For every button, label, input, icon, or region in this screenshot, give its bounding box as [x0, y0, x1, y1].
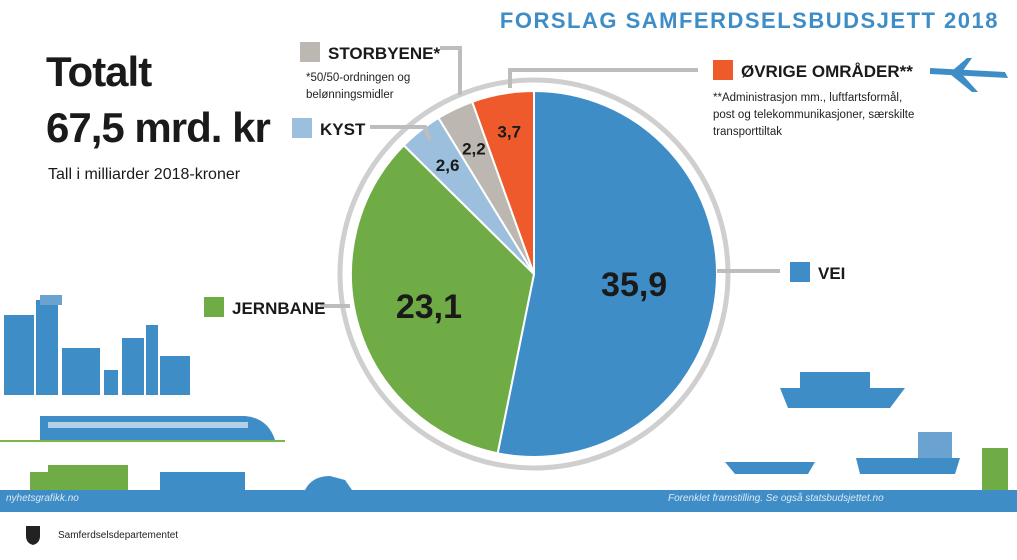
pie-value-label-3: 2,2 — [462, 140, 486, 159]
footer-source: nyhetsgrafikk.no — [6, 493, 79, 504]
legend-ovrige: ØVRIGE OMRÅDER** — [713, 60, 913, 82]
train-illustration — [40, 416, 275, 440]
total-value: 67,5 mrd. kr — [46, 104, 271, 151]
legend-swatch — [204, 297, 224, 317]
legend-swatch — [790, 262, 810, 282]
ovrige-note: **Administrasjon mm., luftfartsformål, p… — [713, 90, 914, 141]
airplane-icon — [930, 58, 1008, 92]
pie-slice-4 — [470, 89, 535, 275]
legend-label: STORBYENE* — [328, 44, 441, 63]
page-title: FORSLAG SAMFERDSELSBUDSJETT 2018 — [499, 8, 999, 33]
legend-label: KYST — [320, 120, 366, 139]
pie-slice-1 — [350, 143, 536, 455]
legend-swatch — [300, 42, 320, 62]
footer-disclaimer: Forenklet framstilling. Se også statsbud… — [668, 493, 884, 504]
ministry-name: Samferdselsdepartementet — [58, 530, 179, 541]
legend-swatch — [292, 118, 312, 138]
note-line: *50/50-ordningen og — [306, 72, 411, 84]
lion-icon — [26, 526, 40, 545]
vehicles-illustration — [30, 465, 352, 490]
legend-kyst: KYST — [292, 118, 365, 140]
ship-illustration — [725, 372, 1008, 490]
legend-jernbane: JERNBANE — [204, 297, 326, 319]
pie-value-label-4: 3,7 — [497, 123, 521, 142]
note-line: **Administrasjon mm., luftfartsformål, — [713, 92, 903, 104]
legend-label: VEI — [818, 264, 846, 283]
ministry-logo — [24, 524, 42, 546]
ground-line — [0, 440, 285, 442]
storbyene-note: *50/50-ordningen og belønningsmidler — [306, 70, 410, 104]
pie-value-label-0: 35,9 — [601, 266, 667, 304]
city-illustration — [4, 295, 190, 395]
pie-slice-0 — [496, 89, 718, 458]
legend-label: ØVRIGE OMRÅDER** — [741, 62, 913, 81]
total-label: Totalt — [46, 48, 152, 95]
pie-value-label-1: 23,1 — [396, 288, 462, 326]
legend-vei: VEI — [790, 262, 845, 284]
legend-storbyene: STORBYENE* — [300, 42, 440, 64]
note-line: post og telekommunikasjoner, særskilte — [713, 109, 915, 121]
footer-bar — [0, 490, 1017, 512]
legend-label: JERNBANE — [232, 299, 326, 318]
chart-subtitle: Tall i milliarder 2018-kroner — [48, 166, 241, 183]
pie-value-label-2: 2,6 — [436, 156, 460, 175]
note-line: belønningsmidler — [306, 89, 394, 101]
legend-swatch — [713, 60, 733, 80]
leader-lines — [320, 46, 780, 308]
note-line: transporttiltak — [713, 126, 783, 138]
